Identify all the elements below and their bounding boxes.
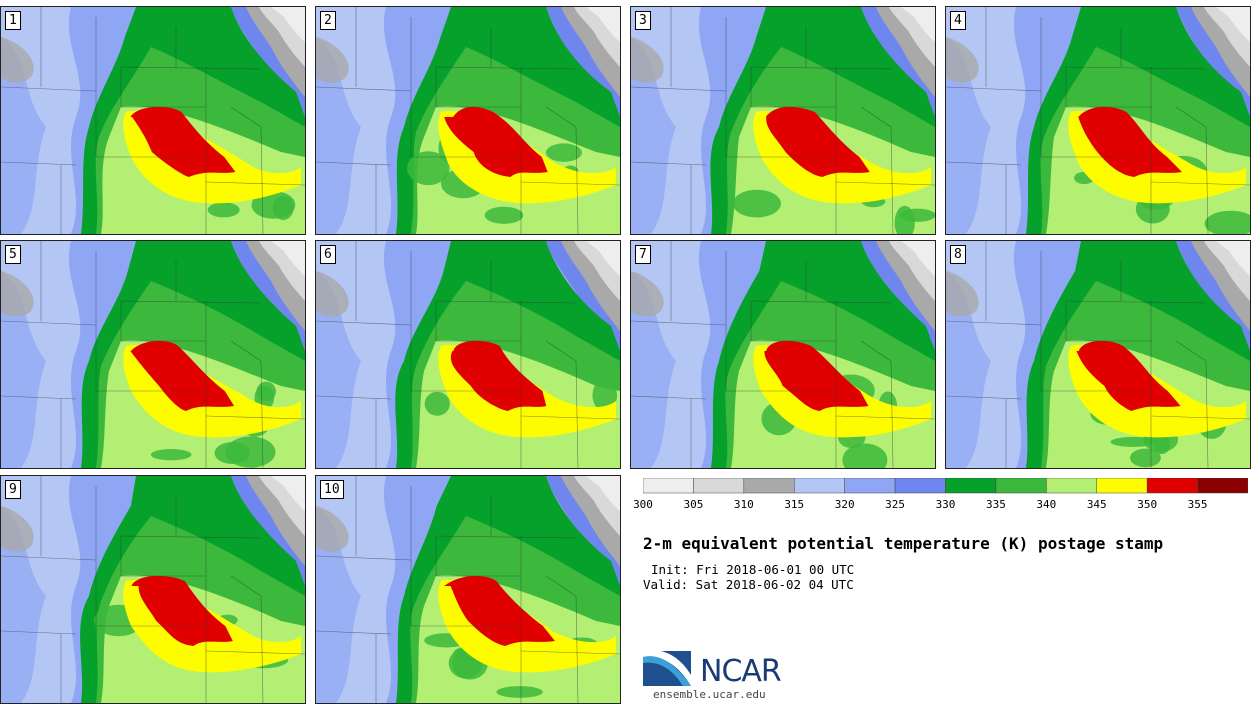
panel-member-label: 9 [5,480,21,499]
colorbar-bin-320 [844,478,896,494]
ensemble-member-panel: 3 [630,6,936,235]
colorbar-bin-345 [1096,478,1148,494]
panel-member-label: 8 [950,245,966,264]
colorbar-tick-label: 330 [935,498,956,511]
panel-member-label: 1 [5,11,21,30]
colorbar-bin-300 [643,478,694,494]
ensemble-member-panel: 6 [315,240,621,469]
ncar-logo-icon [643,650,691,686]
init-time: Init: Fri 2018-06-01 00 UTC [651,562,855,577]
ensemble-member-panel: 7 [630,240,936,469]
panel-member-label: 10 [320,480,344,499]
ensemble-member-panel: 10 [315,475,621,704]
ensemble-member-panel: 9 [0,475,306,704]
colorbar-tick-label: 335 [985,498,1006,511]
panel-member-label: 3 [635,11,651,30]
ensemble-member-panel: 8 [945,240,1251,469]
colorbar [643,478,1248,494]
colorbar-bin-330 [945,478,997,494]
colorbar-tick-label: 355 [1187,498,1208,511]
panel-member-label: 6 [320,245,336,264]
colorbar-tick-label: 325 [885,498,906,511]
valid-time: Valid: Sat 2018-06-02 04 UTC [643,577,854,592]
colorbar-bin-355 [1197,478,1248,494]
colorbar-bin-340 [1046,478,1098,494]
colorbar-tick-label: 345 [1086,498,1107,511]
colorbar-tick-label: 310 [733,498,754,511]
colorbar-tick-label: 305 [683,498,704,511]
colorbar-bin-325 [894,478,946,494]
panel-member-label: 4 [950,11,966,30]
panel-member-label: 5 [5,245,21,264]
panel-member-label: 2 [320,11,336,30]
ensemble-member-panel: 2 [315,6,621,235]
colorbar-bin-305 [693,478,745,494]
ensemble-member-panel: 1 [0,6,306,235]
colorbar-tick-label: 340 [1036,498,1057,511]
logo-wordmark: NCAR [700,654,782,689]
colorbar-tick-label: 320 [834,498,855,511]
colorbar-tick-label: 315 [784,498,805,511]
figure-title: 2-m equivalent potential temperature (K)… [643,534,1164,553]
colorbar-bin-310 [743,478,795,494]
colorbar-bin-335 [995,478,1047,494]
ensemble-member-panel: 4 [945,6,1251,235]
ensemble-member-panel: 5 [0,240,306,469]
colorbar-bin-315 [794,478,845,494]
colorbar-bin-350 [1146,478,1198,494]
colorbar-tick-label: 300 [633,498,653,511]
panel-member-label: 7 [635,245,651,264]
logo-url: ensemble.ucar.edu [653,688,766,701]
colorbar-tick-label: 350 [1137,498,1158,511]
